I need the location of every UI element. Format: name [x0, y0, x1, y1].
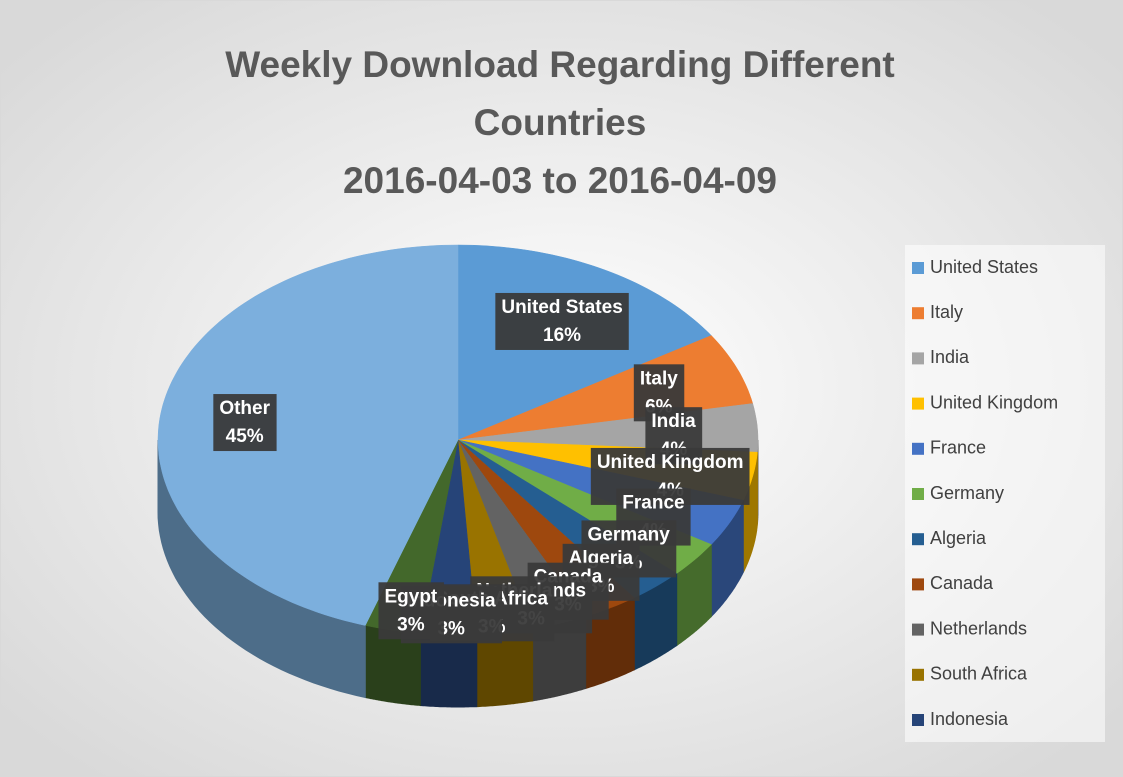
chart-subtitle: 2016-04-03 to 2016-04-09	[342, 160, 777, 201]
data-label-value: 45%	[226, 426, 264, 447]
legend-label: India	[930, 347, 970, 367]
data-label-category: United States	[501, 297, 622, 318]
data-label: Other 45%	[213, 394, 277, 452]
slice-side	[419, 632, 478, 708]
data-label-text: Egypt 3%	[384, 586, 437, 635]
legend-swatch	[912, 623, 924, 636]
legend-swatch	[912, 307, 924, 320]
legend-swatch	[912, 578, 924, 591]
data-label-value: 3%	[437, 618, 465, 639]
data-label: United States 16%	[495, 292, 629, 350]
slice	[157, 244, 459, 626]
chart-title: Weekly Download Regarding Different Coun…	[225, 44, 895, 143]
legend-label: Canada	[930, 573, 994, 593]
slice	[457, 335, 754, 441]
data-label-category: Other	[219, 398, 270, 419]
data-label-category: Egypt	[384, 586, 437, 607]
legend-swatch	[912, 442, 924, 455]
data-label-category: France	[622, 493, 684, 514]
data-label-box	[378, 582, 444, 640]
data-label-text: Other 45%	[219, 398, 270, 447]
legend-box	[905, 245, 1105, 742]
data-label-category: United Kingdom	[597, 452, 744, 473]
legend-swatch	[912, 668, 924, 681]
legend-label: Indonesia	[930, 709, 1009, 729]
legend-label: Netherlands	[930, 618, 1027, 638]
data-label-box	[495, 292, 629, 350]
legend-swatch	[912, 533, 924, 546]
legend: United States Italy India United Kingdom Fra…	[912, 257, 1058, 729]
legend-label: Italy	[930, 302, 963, 322]
legend-label: Germany	[930, 483, 1004, 503]
data-label-category: Italy	[640, 368, 678, 389]
legend-label: France	[930, 438, 986, 458]
data-label-value: 3%	[397, 614, 425, 635]
legend-label: United Kingdom	[930, 392, 1058, 412]
legend-label: South Africa	[930, 664, 1028, 684]
data-label: Egypt 3%	[378, 582, 444, 640]
legend-swatch	[912, 352, 924, 365]
legend-swatch	[912, 488, 924, 500]
data-label-box	[213, 394, 277, 452]
data-label-category: Germany	[587, 524, 670, 545]
data-label-category: India	[651, 411, 696, 432]
legend-label: Algeria	[930, 528, 987, 548]
legend-label: United States	[930, 257, 1038, 277]
legend-swatch	[912, 262, 924, 274]
legend-swatch	[912, 714, 924, 726]
data-label-text: United States 16%	[501, 297, 622, 346]
data-label-value: 16%	[543, 325, 581, 346]
legend-swatch	[912, 397, 924, 410]
